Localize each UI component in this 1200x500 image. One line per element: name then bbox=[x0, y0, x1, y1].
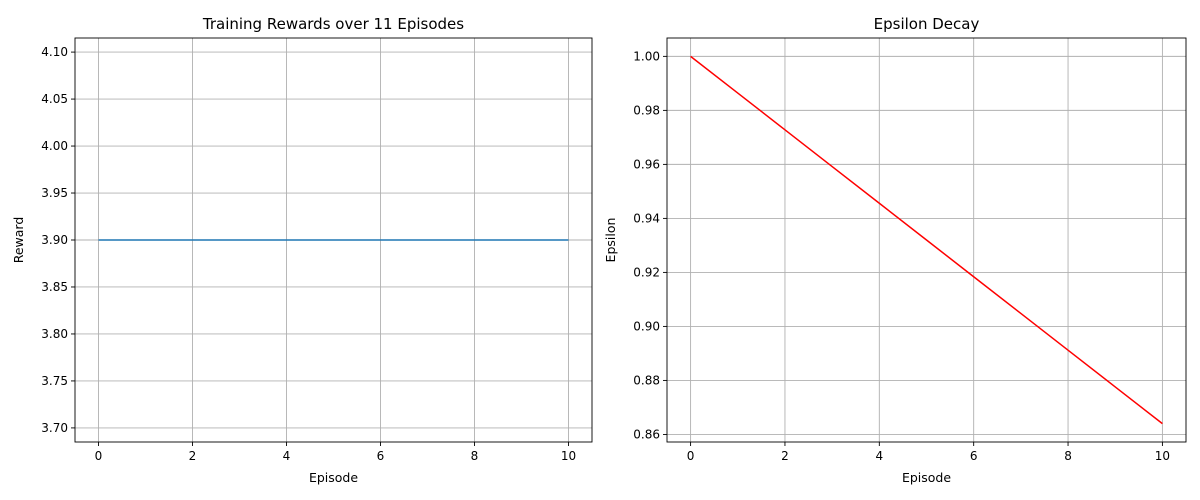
y-tick-label: 3.75 bbox=[41, 374, 68, 388]
plot-frame bbox=[74, 37, 593, 443]
x-tick-label: 6 bbox=[377, 449, 385, 463]
x-tick-label: 4 bbox=[875, 449, 883, 463]
y-tick-label: 3.95 bbox=[41, 186, 68, 200]
chart-training-rewards: 0 2 4 6 8 10 3.70 3.75 3.80 3.85 3.90 3.95 4.00 4.05 4… bbox=[11, 15, 593, 485]
x-tick-label: 2 bbox=[189, 449, 197, 463]
y-axis-label: Reward bbox=[11, 217, 26, 264]
x-tick-label: 10 bbox=[561, 449, 576, 463]
x-tick-label: 4 bbox=[283, 449, 291, 463]
y-tick-label: 0.92 bbox=[633, 265, 660, 279]
x-axis-label: Episode bbox=[902, 470, 951, 485]
y-tick-label: 3.70 bbox=[41, 421, 68, 435]
y-tick-label: 3.85 bbox=[41, 280, 68, 294]
y-tick-label: 1.00 bbox=[633, 49, 660, 63]
y-tick-label: 3.90 bbox=[41, 233, 68, 247]
x-axis-label: Episode bbox=[309, 470, 358, 485]
x-tick-label: 0 bbox=[95, 449, 103, 463]
y-tick-label: 3.80 bbox=[41, 327, 68, 341]
y-tick-label: 0.96 bbox=[633, 157, 660, 171]
y-tick-label: 4.00 bbox=[41, 139, 68, 153]
y-tick-label: 0.90 bbox=[633, 319, 660, 333]
y-tick-label: 4.05 bbox=[41, 92, 68, 106]
y-axis-label: Epsilon bbox=[603, 218, 618, 263]
x-tick-label: 8 bbox=[471, 449, 479, 463]
y-tick-label: 0.98 bbox=[633, 103, 660, 117]
x-tick-label: 6 bbox=[970, 449, 978, 463]
x-tick-label: 2 bbox=[781, 449, 789, 463]
y-tick-label: 0.86 bbox=[633, 427, 660, 441]
x-tick-label: 10 bbox=[1155, 449, 1170, 463]
x-tick-label: 0 bbox=[687, 449, 695, 463]
y-tick-label: 4.10 bbox=[41, 45, 68, 59]
y-tick-label: 0.88 bbox=[633, 373, 660, 387]
x-tick-label: 8 bbox=[1064, 449, 1072, 463]
series-line bbox=[690, 55, 1163, 425]
plot-frame bbox=[666, 37, 1187, 443]
y-tick-label: 0.94 bbox=[633, 211, 660, 225]
chart-epsilon-decay: 0 2 4 6 8 10 0.86 0.88 0.90 0.92 0.94 0.96 0.98 1.00 E… bbox=[603, 15, 1187, 485]
chart-title: Training Rewards over 11 Episodes bbox=[202, 15, 464, 33]
chart-title: Epsilon Decay bbox=[874, 15, 980, 33]
